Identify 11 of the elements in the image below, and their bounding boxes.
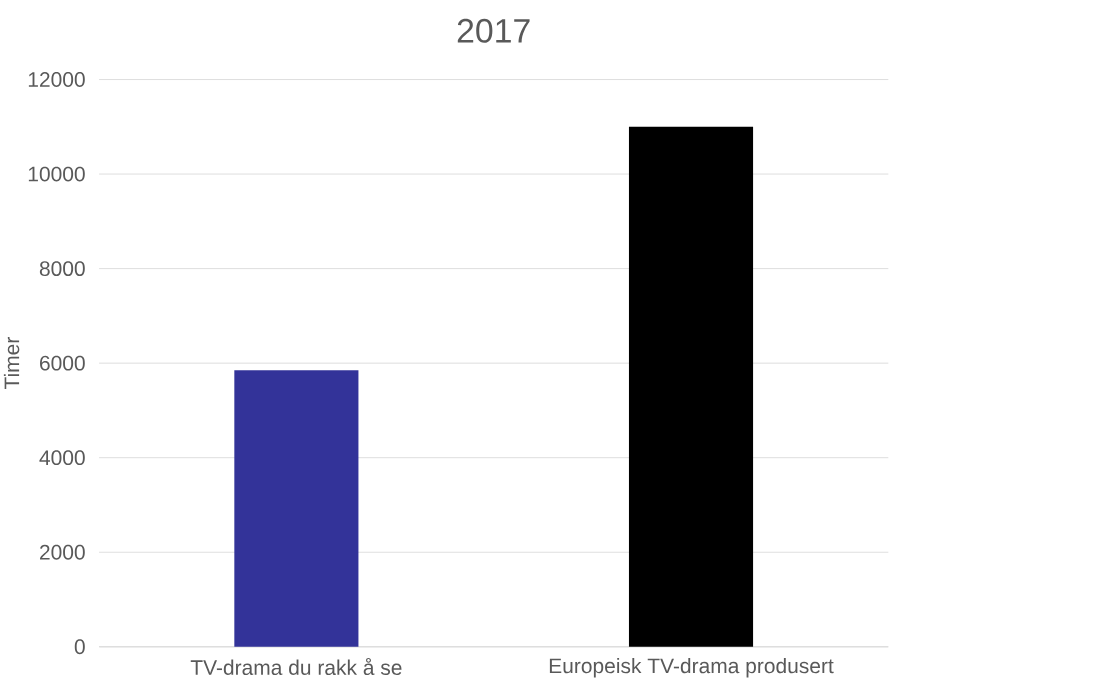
y-tick-label: 12000 bbox=[28, 71, 85, 87]
y-tick-label: 2000 bbox=[40, 544, 85, 560]
y-tick-label: 6000 bbox=[40, 355, 85, 371]
y-tick-label: 0 bbox=[74, 639, 85, 655]
y-tick-label: 4000 bbox=[39, 450, 85, 465]
x-tick-label: Europeisk TV-drama produsert bbox=[549, 657, 834, 678]
chart-title: 2017 bbox=[457, 18, 530, 43]
y-tick-label: 10000 bbox=[28, 166, 85, 182]
y-axis-title: Timer bbox=[3, 336, 20, 389]
x-tick-label: TV-drama du rakk å se bbox=[190, 657, 402, 675]
y-tick-label: 8000 bbox=[39, 261, 85, 276]
